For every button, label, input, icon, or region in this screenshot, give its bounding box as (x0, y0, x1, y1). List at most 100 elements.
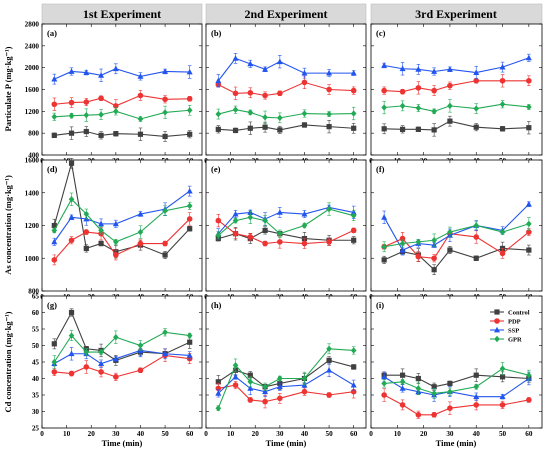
series-line (384, 368, 529, 394)
x-tick-label: 30 (446, 430, 454, 438)
data-point (301, 69, 308, 76)
series-gpr (215, 343, 357, 412)
series-pdp (51, 90, 193, 113)
data-point (186, 68, 193, 75)
data-point (137, 115, 144, 123)
data-point (473, 393, 480, 400)
data-point (276, 209, 283, 215)
data-point (326, 345, 332, 352)
data-point (51, 227, 58, 234)
series-gpr (215, 105, 357, 124)
series-line (383, 231, 530, 259)
series-line (218, 109, 354, 119)
data-point (473, 255, 479, 261)
data-point (277, 230, 283, 237)
data-point (525, 201, 532, 207)
y-tick-label: 2000 (25, 64, 40, 72)
series-gpr (51, 104, 193, 123)
data-point (473, 77, 480, 84)
data-point (277, 375, 283, 382)
data-point (162, 252, 168, 258)
data-point (187, 339, 193, 345)
x-tick-label: 10 (394, 430, 402, 438)
data-point (187, 226, 193, 232)
series-line (217, 57, 354, 82)
legend-marker (494, 318, 500, 324)
data-point (215, 217, 222, 224)
series-line (53, 163, 191, 256)
series-pdp (51, 212, 193, 266)
data-point (112, 65, 119, 72)
y-tick-label: 50 (32, 342, 40, 350)
data-point (262, 124, 268, 130)
x-tick-label: 60 (186, 430, 194, 438)
data-point (215, 77, 222, 84)
header-1st-experiment: 1st Experiment (83, 7, 161, 21)
data-point (51, 341, 57, 347)
series-ssp (381, 53, 532, 80)
data-point (447, 405, 453, 412)
data-point (431, 237, 437, 244)
data-point (473, 124, 479, 130)
data-point (232, 217, 239, 224)
data-point (276, 58, 283, 65)
data-point (415, 66, 422, 72)
data-point (68, 214, 75, 220)
x-tick-label: 30 (276, 430, 284, 438)
series-ssp (215, 53, 357, 88)
data-point (431, 255, 437, 262)
panel-a: 010203040506040080012001600200024002800(… (25, 21, 203, 165)
data-point (232, 55, 239, 61)
data-point (83, 348, 90, 356)
data-point (215, 405, 222, 412)
legend-label: GPR (508, 336, 522, 343)
x-tick-label: 60 (350, 430, 358, 438)
data-point (350, 87, 357, 94)
panels: 010203040506040080012001600200024002800(… (25, 21, 543, 438)
data-point (276, 383, 283, 390)
y-tick-label: 2400 (25, 42, 40, 50)
x-tick-label: 0 (204, 430, 208, 438)
data-point (98, 240, 104, 247)
data-point (326, 69, 333, 76)
data-point (137, 92, 144, 99)
data-point (262, 217, 268, 224)
data-point (51, 257, 58, 263)
data-point (447, 388, 453, 395)
data-point (262, 92, 268, 99)
data-point (326, 392, 332, 398)
data-point (232, 90, 239, 97)
data-point (186, 216, 193, 222)
series-line (217, 208, 354, 236)
x-tick-label: 0 (369, 430, 373, 438)
data-point (68, 99, 75, 106)
legend-label: SSP (508, 327, 519, 334)
data-point (399, 402, 406, 408)
x-tick-label: 40 (137, 430, 145, 438)
y-tick-label: 40 (32, 375, 40, 383)
data-point (381, 373, 388, 380)
data-point (277, 395, 283, 402)
data-point (526, 220, 532, 228)
data-point (98, 72, 105, 78)
data-point (232, 106, 239, 113)
series-line (53, 331, 190, 363)
data-point (431, 108, 437, 115)
series-ssp (381, 371, 532, 402)
data-point (232, 230, 239, 237)
data-point (186, 352, 193, 358)
series-line (384, 223, 530, 248)
series-pdp (215, 213, 357, 249)
data-point (277, 239, 283, 245)
series-line (54, 68, 190, 80)
panel-d: 01020304050608001000120014001600(d) (25, 157, 203, 301)
data-point (399, 372, 406, 378)
data-point (277, 90, 283, 97)
data-point (415, 375, 421, 382)
data-point (262, 66, 269, 72)
data-point (51, 101, 58, 108)
data-point (350, 69, 357, 76)
series-line (384, 103, 529, 112)
panel-i: 0 10 20 30 40 50 60 (i) (369, 295, 543, 438)
